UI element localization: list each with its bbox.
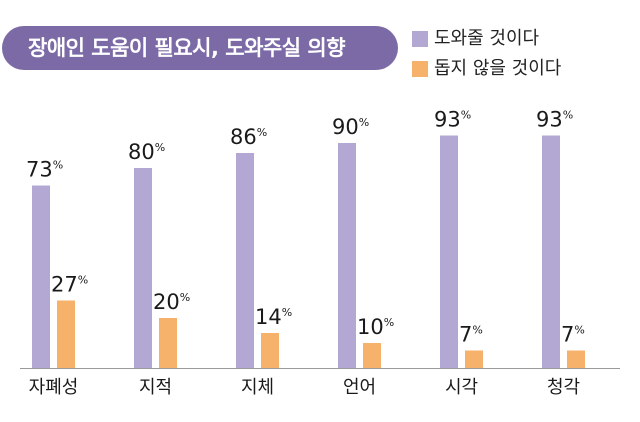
category-label-2: 지체 <box>241 377 274 398</box>
bar-not-help-1 <box>159 318 177 368</box>
data-label-not-help-1: 20% <box>153 290 190 314</box>
bar-not-help-3 <box>363 343 381 368</box>
data-label-not-help-4: 7% <box>459 323 483 347</box>
chart-title: 장애인 도움이 필요시, 도와주실 의향 <box>2 26 398 70</box>
data-label-help-3: 90% <box>332 115 369 139</box>
legend-label-help: 도와줄 것이다 <box>434 28 540 49</box>
bar-help-4 <box>440 135 458 368</box>
category-label-3: 언어 <box>343 377 376 398</box>
bar-not-help-5 <box>567 350 585 368</box>
data-label-help-5: 93% <box>536 108 573 132</box>
data-label-not-help-5: 7% <box>561 323 585 347</box>
data-label-help-2: 86% <box>230 125 267 149</box>
legend-item-not-help: 돕지 않을 것이다 <box>410 54 561 84</box>
data-label-help-0: 73% <box>26 158 63 182</box>
bar-help-3 <box>338 143 356 368</box>
category-label-1: 지적 <box>139 377 172 398</box>
data-label-help-4: 93% <box>434 108 471 132</box>
data-label-help-1: 80% <box>128 140 165 164</box>
bar-help-0 <box>32 185 50 368</box>
category-label-0: 자폐성 <box>29 377 79 398</box>
category-label-5: 청각 <box>547 377 580 398</box>
bar-help-2 <box>236 153 254 368</box>
legend: 도와줄 것이다 돕지 않을 것이다 <box>410 24 561 84</box>
data-label-not-help-3: 10% <box>357 315 394 339</box>
legend-item-help: 도와줄 것이다 <box>410 24 561 54</box>
bar-help-5 <box>542 135 560 368</box>
legend-swatch-help <box>412 31 428 47</box>
data-label-not-help-0: 27% <box>51 273 88 297</box>
bar-not-help-2 <box>261 333 279 368</box>
category-label-4: 시각 <box>445 377 478 398</box>
legend-swatch-not-help <box>412 61 428 77</box>
legend-label-not-help: 돕지 않을 것이다 <box>434 58 562 79</box>
data-label-not-help-2: 14% <box>255 305 292 329</box>
bar-not-help-4 <box>465 350 483 368</box>
bar-help-1 <box>134 168 152 368</box>
bar-not-help-0 <box>57 300 75 368</box>
